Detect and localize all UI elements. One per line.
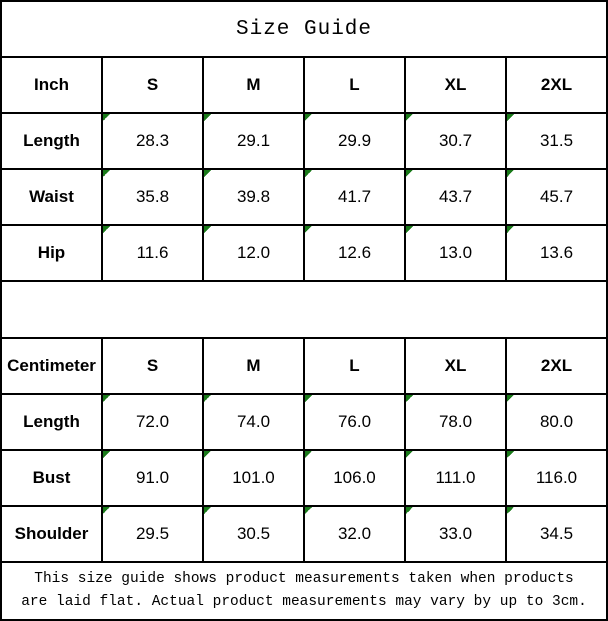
- size-header-cell-s: S: [101, 337, 204, 395]
- size-header-cell-l: L: [303, 337, 406, 395]
- footer-row: This size guide shows product measuremen…: [0, 561, 608, 621]
- measurement-value-cell: 31.5: [505, 112, 608, 170]
- title-row: Size Guide: [0, 0, 608, 58]
- size-header-cell-s: S: [101, 56, 204, 114]
- error-triangle-icon: [205, 171, 211, 177]
- measurement-row-bust: Bust 91.0 101.0 106.0 111.0 116.0: [0, 449, 608, 507]
- error-triangle-icon: [407, 171, 413, 177]
- measurement-value-cell: 80.0: [505, 393, 608, 451]
- measurement-value-cell: 12.0: [202, 224, 305, 282]
- error-triangle-icon: [306, 115, 312, 121]
- error-triangle-icon: [104, 171, 110, 177]
- centimeter-table-body: Centimeter S M L XL 2XL Length 72.0 74.0 76.0 78.0…: [0, 337, 608, 563]
- error-triangle-icon: [205, 115, 211, 121]
- size-header-cell-xl: XL: [404, 56, 507, 114]
- error-triangle-icon: [508, 171, 514, 177]
- spacer-cell: [0, 280, 608, 339]
- measurement-value-cell: 111.0: [404, 449, 507, 507]
- measurement-value-cell: 43.7: [404, 168, 507, 226]
- measurement-row-length: Length 28.3 29.1 29.9 30.7 31.5: [0, 112, 608, 170]
- footer-note: This size guide shows product measuremen…: [0, 561, 608, 621]
- size-header-row: Centimeter S M L XL 2XL: [0, 337, 608, 395]
- measurement-value-cell: 29.9: [303, 112, 406, 170]
- spacer-section: [0, 280, 608, 339]
- error-triangle-icon: [508, 115, 514, 121]
- measurement-value-cell: 30.7: [404, 112, 507, 170]
- measurement-value-cell: 41.7: [303, 168, 406, 226]
- measurement-value-cell: 34.5: [505, 505, 608, 563]
- measurement-value-cell: 13.6: [505, 224, 608, 282]
- measurement-label-cell: Length: [0, 112, 103, 170]
- measurement-value-cell: 78.0: [404, 393, 507, 451]
- measurement-value-cell: 106.0: [303, 449, 406, 507]
- measurement-label-cell: Waist: [0, 168, 103, 226]
- measurement-label-cell: Length: [0, 393, 103, 451]
- error-triangle-icon: [104, 396, 110, 402]
- measurement-value-cell: 29.5: [101, 505, 204, 563]
- measurement-value-cell: 39.8: [202, 168, 305, 226]
- measurement-value-cell: 13.0: [404, 224, 507, 282]
- error-triangle-icon: [407, 452, 413, 458]
- error-triangle-icon: [407, 227, 413, 233]
- measurement-value-cell: 11.6: [101, 224, 204, 282]
- size-header-cell-2xl: 2XL: [505, 56, 608, 114]
- page-title: Size Guide: [0, 0, 608, 58]
- error-triangle-icon: [104, 452, 110, 458]
- title-section: Size Guide: [0, 0, 608, 58]
- size-header-row: Inch S M L XL 2XL: [0, 56, 608, 114]
- measurement-value-cell: 91.0: [101, 449, 204, 507]
- error-triangle-icon: [407, 115, 413, 121]
- measurement-label-cell: Shoulder: [0, 505, 103, 563]
- measurement-value-cell: 30.5: [202, 505, 305, 563]
- measurement-value-cell: 76.0: [303, 393, 406, 451]
- measurement-value-cell: 101.0: [202, 449, 305, 507]
- error-triangle-icon: [407, 396, 413, 402]
- footer-section: This size guide shows product measuremen…: [0, 561, 608, 621]
- measurement-value-cell: 74.0: [202, 393, 305, 451]
- error-triangle-icon: [306, 452, 312, 458]
- spacer-row: [0, 280, 608, 339]
- error-triangle-icon: [205, 396, 211, 402]
- measurement-value-cell: 32.0: [303, 505, 406, 563]
- error-triangle-icon: [508, 508, 514, 514]
- measurement-value-cell: 33.0: [404, 505, 507, 563]
- error-triangle-icon: [306, 171, 312, 177]
- measurement-value-cell: 12.6: [303, 224, 406, 282]
- error-triangle-icon: [508, 396, 514, 402]
- measurement-label-cell: Bust: [0, 449, 103, 507]
- measurement-value-cell: 29.1: [202, 112, 305, 170]
- error-triangle-icon: [306, 396, 312, 402]
- error-triangle-icon: [104, 508, 110, 514]
- measurement-row-length: Length 72.0 74.0 76.0 78.0 80.0: [0, 393, 608, 451]
- error-triangle-icon: [407, 508, 413, 514]
- measurement-value-cell: 116.0: [505, 449, 608, 507]
- measurement-row-hip: Hip 11.6 12.0 12.6 13.0 13.6: [0, 224, 608, 282]
- error-triangle-icon: [104, 227, 110, 233]
- size-header-cell-xl: XL: [404, 337, 507, 395]
- measurement-value-cell: 35.8: [101, 168, 204, 226]
- error-triangle-icon: [104, 115, 110, 121]
- measurement-row-waist: Waist 35.8 39.8 41.7 43.7 45.7: [0, 168, 608, 226]
- unit-header-cell: Centimeter: [0, 337, 103, 395]
- measurement-label-cell: Hip: [0, 224, 103, 282]
- unit-header-cell: Inch: [0, 56, 103, 114]
- error-triangle-icon: [205, 508, 211, 514]
- measurement-value-cell: 72.0: [101, 393, 204, 451]
- error-triangle-icon: [205, 227, 211, 233]
- error-triangle-icon: [508, 452, 514, 458]
- measurement-value-cell: 28.3: [101, 112, 204, 170]
- size-header-cell-l: L: [303, 56, 406, 114]
- error-triangle-icon: [205, 452, 211, 458]
- error-triangle-icon: [306, 508, 312, 514]
- inch-table-body: Inch S M L XL 2XL Length 28.3 29.1 29.9 30.7 31.5 Wa…: [0, 56, 608, 282]
- measurement-row-shoulder: Shoulder 29.5 30.5 32.0 33.0 34.5: [0, 505, 608, 563]
- error-triangle-icon: [306, 227, 312, 233]
- size-header-cell-m: M: [202, 337, 305, 395]
- measurement-value-cell: 45.7: [505, 168, 608, 226]
- size-header-cell-m: M: [202, 56, 305, 114]
- error-triangle-icon: [508, 227, 514, 233]
- size-header-cell-2xl: 2XL: [505, 337, 608, 395]
